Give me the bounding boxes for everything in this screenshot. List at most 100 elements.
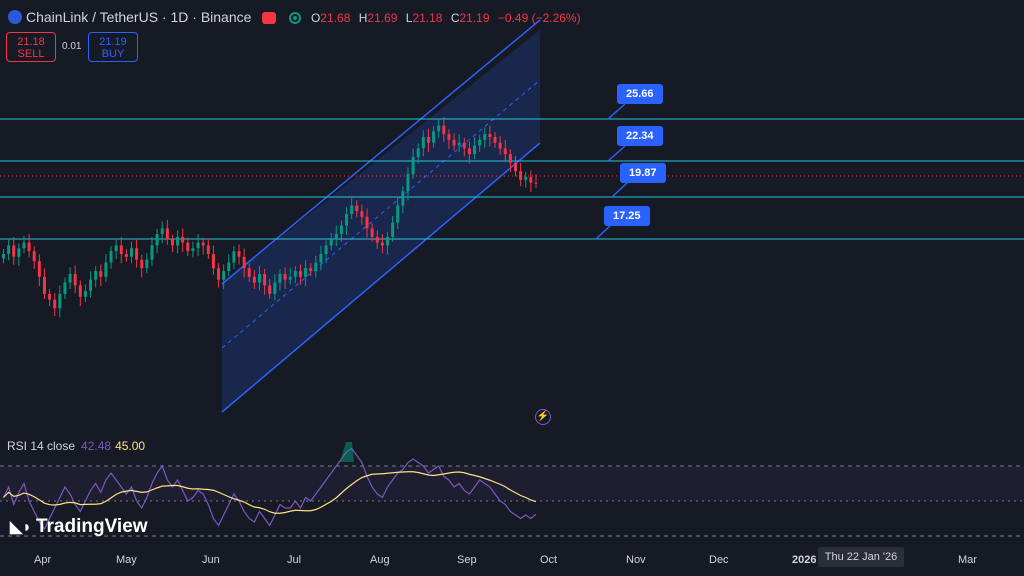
candle-body — [442, 125, 446, 135]
candle-body — [334, 234, 338, 240]
candle-body — [124, 253, 128, 257]
candle-body — [227, 262, 231, 272]
x-label-2026: 2026 — [792, 554, 817, 566]
candle-body — [391, 222, 395, 237]
candle-body — [319, 253, 323, 263]
candle-body — [217, 268, 221, 280]
chainlink-logo-icon — [8, 10, 22, 24]
price-label-19-87[interactable]: 19.87 — [620, 163, 666, 183]
candle-body — [339, 225, 343, 235]
candle-body — [345, 214, 349, 226]
candle-body — [130, 248, 133, 257]
candle-body — [370, 228, 374, 237]
ohlc-close: 21.19 — [459, 11, 490, 25]
candle-body — [22, 242, 26, 249]
candle-body — [309, 268, 313, 272]
candle-body — [12, 245, 16, 257]
x-label-may: May — [116, 554, 137, 566]
candle-body — [350, 205, 354, 215]
x-label-mar: Mar — [958, 554, 977, 566]
candle-body — [211, 253, 215, 269]
candle-body — [283, 273, 287, 280]
sell-price: 21.18 — [17, 36, 45, 48]
candle-body — [396, 205, 400, 223]
x-label-dec: Dec — [709, 554, 729, 566]
buy-button[interactable]: 21.19 BUY — [88, 32, 138, 62]
candle-body — [298, 271, 302, 277]
candle-body — [2, 253, 5, 259]
ohlc-readout: O21.68 H21.69 L21.18 C21.19 −0.49 (−2.26… — [311, 11, 586, 25]
x-label-oct: Oct — [540, 554, 558, 566]
candle-body — [99, 271, 103, 277]
ohlc-open: 21.68 — [320, 11, 351, 25]
candle-body — [473, 145, 477, 155]
crosshair-date-label: Thu 22 Jan '26 — [818, 547, 904, 567]
candle-body — [457, 142, 461, 146]
candle-body — [176, 236, 180, 246]
candle-body — [150, 245, 154, 260]
candle-body — [258, 273, 261, 283]
tradingview-text: TradingView — [35, 516, 148, 537]
channel-upper-line — [221, 19, 541, 285]
candle-body — [380, 242, 384, 246]
rsi-title: RSI 14 close — [7, 439, 76, 453]
candle-body — [104, 262, 108, 277]
candle-body — [529, 176, 533, 183]
candle-body — [519, 171, 523, 180]
candle-body — [411, 156, 415, 175]
candle-body — [375, 236, 379, 243]
candle-body — [304, 268, 308, 277]
candle-body — [416, 148, 420, 157]
candle-body — [78, 285, 82, 297]
buy-label: BUY — [101, 48, 125, 60]
callout-pointer-2 — [607, 145, 626, 162]
candle-body — [273, 282, 277, 294]
candle-body — [58, 293, 62, 309]
price-label-25-66[interactable]: 25.66 — [617, 84, 663, 104]
candle-body — [365, 216, 369, 229]
ohlc-low: 21.18 — [412, 11, 443, 25]
x-label-nov: Nov — [626, 554, 646, 566]
candle-body — [89, 279, 93, 292]
symbol-title[interactable]: ChainLink / TetherUS · 1D · Binance — [26, 9, 252, 25]
channel-lower-line — [221, 142, 541, 413]
rsi-overbought-fill — [340, 442, 354, 462]
candle-body — [135, 248, 139, 260]
candle-body — [508, 154, 512, 163]
candle-body — [206, 245, 210, 254]
candle-body — [467, 148, 471, 155]
rsi-legend[interactable]: RSI 14 close 42.48 45.00 — [7, 439, 145, 453]
ohlc-o-label: O — [311, 11, 321, 25]
candle-body — [514, 162, 517, 172]
channel-fill — [222, 30, 540, 412]
sell-button[interactable]: 21.18 SELL — [6, 32, 56, 62]
candle-body — [247, 268, 251, 277]
candle-body — [155, 234, 159, 246]
candles-group — [2, 117, 538, 318]
x-label-aug: Aug — [370, 554, 390, 566]
tradingview-watermark[interactable]: ◣◗ TradingView — [10, 516, 148, 538]
candle-body — [42, 276, 46, 294]
candle-body — [94, 271, 98, 280]
candle-body — [32, 251, 36, 262]
market-closed-icon — [262, 12, 276, 24]
candle-body — [498, 142, 502, 149]
x-label-sep: Sep — [457, 554, 477, 566]
candle-body — [83, 291, 87, 297]
ohlc-c-label: C — [450, 11, 460, 25]
candle-body — [53, 299, 57, 309]
candle-body — [48, 293, 52, 300]
candle-body — [534, 182, 538, 184]
flash-icon[interactable]: ⚡ — [535, 409, 551, 425]
candle-body — [232, 251, 236, 263]
candle-body — [524, 176, 528, 180]
candle-body — [426, 136, 430, 143]
candle-body — [114, 245, 118, 252]
candle-body — [109, 251, 113, 263]
x-label-jul: Jul — [287, 554, 302, 566]
candle-body — [437, 125, 441, 132]
price-label-22-34[interactable]: 22.34 — [617, 126, 663, 146]
channel-mid-line — [221, 79, 541, 349]
price-label-17-25[interactable]: 17.25 — [604, 206, 650, 226]
